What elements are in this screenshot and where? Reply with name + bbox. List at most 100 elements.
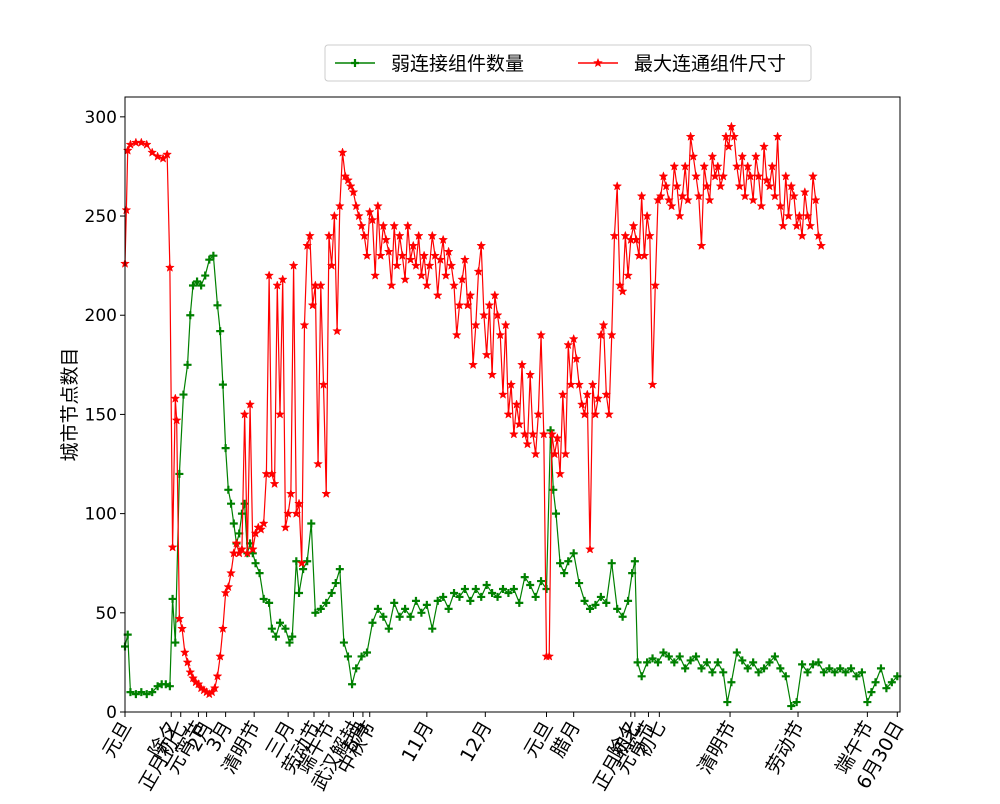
series-point <box>411 596 420 605</box>
series-point <box>723 698 732 707</box>
series-point <box>552 509 561 518</box>
series-point <box>648 654 657 663</box>
series-point <box>729 131 740 141</box>
legend: 弱连接组件数量 最大连通组件尺寸 <box>324 44 812 82</box>
series-point <box>799 187 810 197</box>
series-point <box>701 181 712 191</box>
series-point <box>386 280 397 290</box>
series-point <box>606 329 617 340</box>
series-point <box>351 200 362 211</box>
x-tick-label: 12月 <box>456 718 497 766</box>
series-point <box>357 652 366 661</box>
series-point <box>212 671 223 681</box>
legend-label: 弱连接组件数量 <box>391 53 524 75</box>
series-point <box>871 678 880 687</box>
series-point <box>478 310 489 320</box>
series-point <box>291 508 302 518</box>
series-point <box>544 651 555 661</box>
series-point <box>209 251 218 260</box>
series-point <box>571 353 582 364</box>
series-point <box>449 280 459 290</box>
series-point <box>738 656 747 665</box>
series-point <box>444 604 453 613</box>
series-point <box>882 684 891 693</box>
series-point <box>704 194 715 205</box>
series-point <box>375 250 386 260</box>
series-point <box>715 181 726 191</box>
series-point <box>313 458 324 469</box>
series-point <box>402 220 413 231</box>
series-point <box>428 624 437 633</box>
series-point <box>618 612 627 621</box>
series-point <box>767 161 778 171</box>
series-point <box>209 682 220 693</box>
series-point <box>617 286 628 296</box>
series-point <box>416 270 427 280</box>
series-point <box>269 478 280 489</box>
series-point <box>411 260 421 270</box>
series-point <box>294 498 304 508</box>
series-point <box>413 230 424 241</box>
series-point <box>197 281 206 290</box>
series-point <box>142 690 151 699</box>
series-point <box>764 181 775 191</box>
series-point <box>373 604 382 613</box>
series-point <box>658 171 669 181</box>
series-point <box>595 329 606 340</box>
series-point <box>188 281 197 290</box>
series-point <box>569 549 578 558</box>
series-point <box>193 679 204 689</box>
series-point <box>205 255 214 264</box>
series-point <box>802 210 813 221</box>
series-point <box>753 171 764 181</box>
x-tick-label: 11月 <box>398 718 439 766</box>
series-point <box>601 389 612 399</box>
series-point <box>702 658 711 667</box>
series-point <box>556 559 565 568</box>
series-point <box>732 648 741 657</box>
series-point <box>185 667 196 677</box>
series-point <box>152 151 163 161</box>
series-point <box>557 389 568 399</box>
series-point <box>876 664 885 673</box>
series-point <box>367 214 378 225</box>
series-point <box>749 658 758 667</box>
series-point <box>348 187 359 197</box>
series-point <box>162 149 173 159</box>
series-point <box>520 573 529 582</box>
series-point <box>337 147 348 157</box>
series-point <box>395 612 404 621</box>
series-point <box>153 682 162 691</box>
series-point <box>612 181 623 191</box>
series-point <box>307 519 316 528</box>
series-point <box>797 230 808 241</box>
series-point <box>691 171 702 181</box>
series-point <box>182 657 193 667</box>
series-point <box>465 290 476 300</box>
series-point <box>538 429 549 439</box>
series-point <box>316 604 325 613</box>
series-point <box>353 210 364 221</box>
y-axis-label: 城市节点数目 <box>59 347 81 461</box>
series-point <box>580 596 589 605</box>
series-point <box>568 333 579 344</box>
series-point <box>339 638 348 647</box>
series-point <box>630 557 639 566</box>
series-point <box>517 359 527 370</box>
series-point <box>633 658 642 667</box>
series-point <box>390 598 399 607</box>
series-point <box>549 448 560 459</box>
y-tick-label: 250 <box>85 207 117 227</box>
series-point <box>604 409 614 419</box>
series-point <box>586 604 594 613</box>
series-point <box>750 151 761 161</box>
series-point <box>383 246 394 256</box>
series-point <box>718 171 729 181</box>
series-point <box>740 190 750 201</box>
series-point <box>498 389 508 399</box>
series-point <box>620 230 631 241</box>
legend-marker <box>593 57 603 68</box>
series-point <box>256 524 266 534</box>
series-point <box>530 448 541 459</box>
